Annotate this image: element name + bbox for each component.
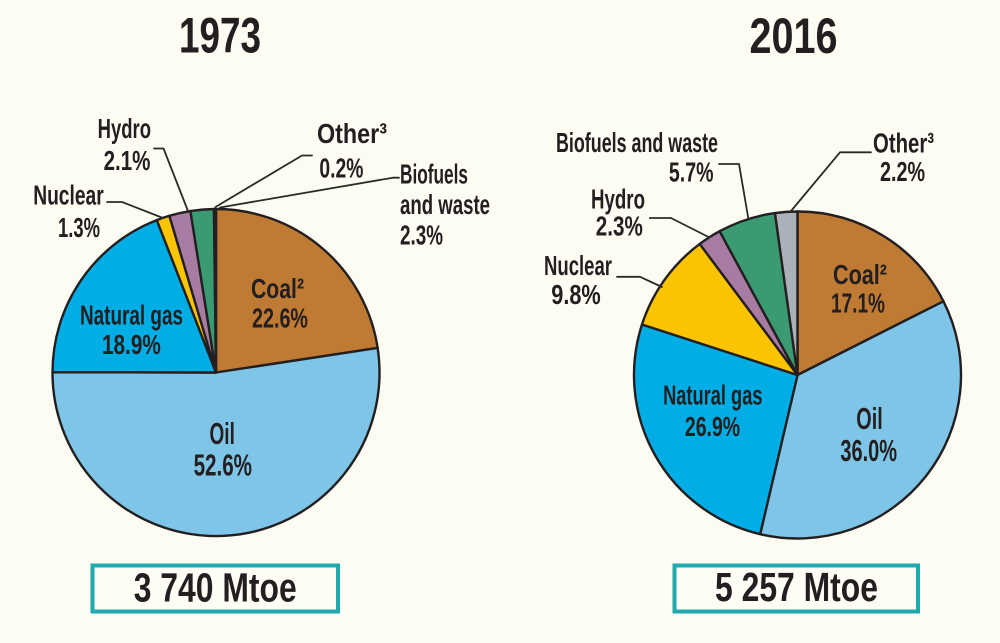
svg-text:2.3%: 2.3% — [400, 220, 443, 251]
svg-text:18.9%: 18.9% — [102, 329, 161, 360]
svg-text:52.6%: 52.6% — [194, 448, 252, 483]
svg-text:2.1%: 2.1% — [104, 145, 151, 176]
svg-text:5.7%: 5.7% — [669, 157, 714, 188]
svg-text:Other³: Other³ — [873, 128, 934, 159]
svg-text:Biofuels: Biofuels — [400, 159, 468, 190]
svg-text:Coal²: Coal² — [251, 273, 304, 304]
svg-text:Hydro: Hydro — [591, 184, 645, 215]
svg-text:Natural gas: Natural gas — [80, 300, 183, 331]
svg-text:Natural gas: Natural gas — [663, 380, 762, 411]
svg-text:Biofuels and waste: Biofuels and waste — [556, 127, 718, 158]
svg-text:Oil: Oil — [856, 401, 882, 436]
svg-text:2.3%: 2.3% — [596, 211, 643, 242]
svg-text:2.2%: 2.2% — [880, 156, 925, 187]
svg-text:Coal²: Coal² — [833, 259, 887, 290]
svg-text:9.8%: 9.8% — [551, 279, 601, 310]
svg-text:and waste: and waste — [400, 189, 490, 220]
svg-text:Nuclear: Nuclear — [544, 250, 612, 281]
svg-text:36.0%: 36.0% — [840, 433, 897, 468]
svg-text:1973: 1973 — [179, 7, 261, 64]
svg-text:26.9%: 26.9% — [685, 411, 740, 442]
svg-text:1.3%: 1.3% — [58, 212, 100, 243]
svg-text:2016: 2016 — [750, 7, 838, 64]
svg-text:Oil: Oil — [210, 416, 235, 451]
svg-text:17.1%: 17.1% — [831, 288, 885, 319]
svg-text:0.2%: 0.2% — [319, 153, 363, 184]
svg-text:Nuclear: Nuclear — [33, 180, 104, 211]
svg-text:22.6%: 22.6% — [252, 303, 308, 334]
svg-text:Hydro: Hydro — [98, 113, 151, 144]
svg-text:3 740 Mtoe: 3 740 Mtoe — [134, 565, 297, 611]
svg-text:5 257 Mtoe: 5 257 Mtoe — [715, 564, 878, 610]
svg-text:Other³: Other³ — [317, 118, 387, 149]
